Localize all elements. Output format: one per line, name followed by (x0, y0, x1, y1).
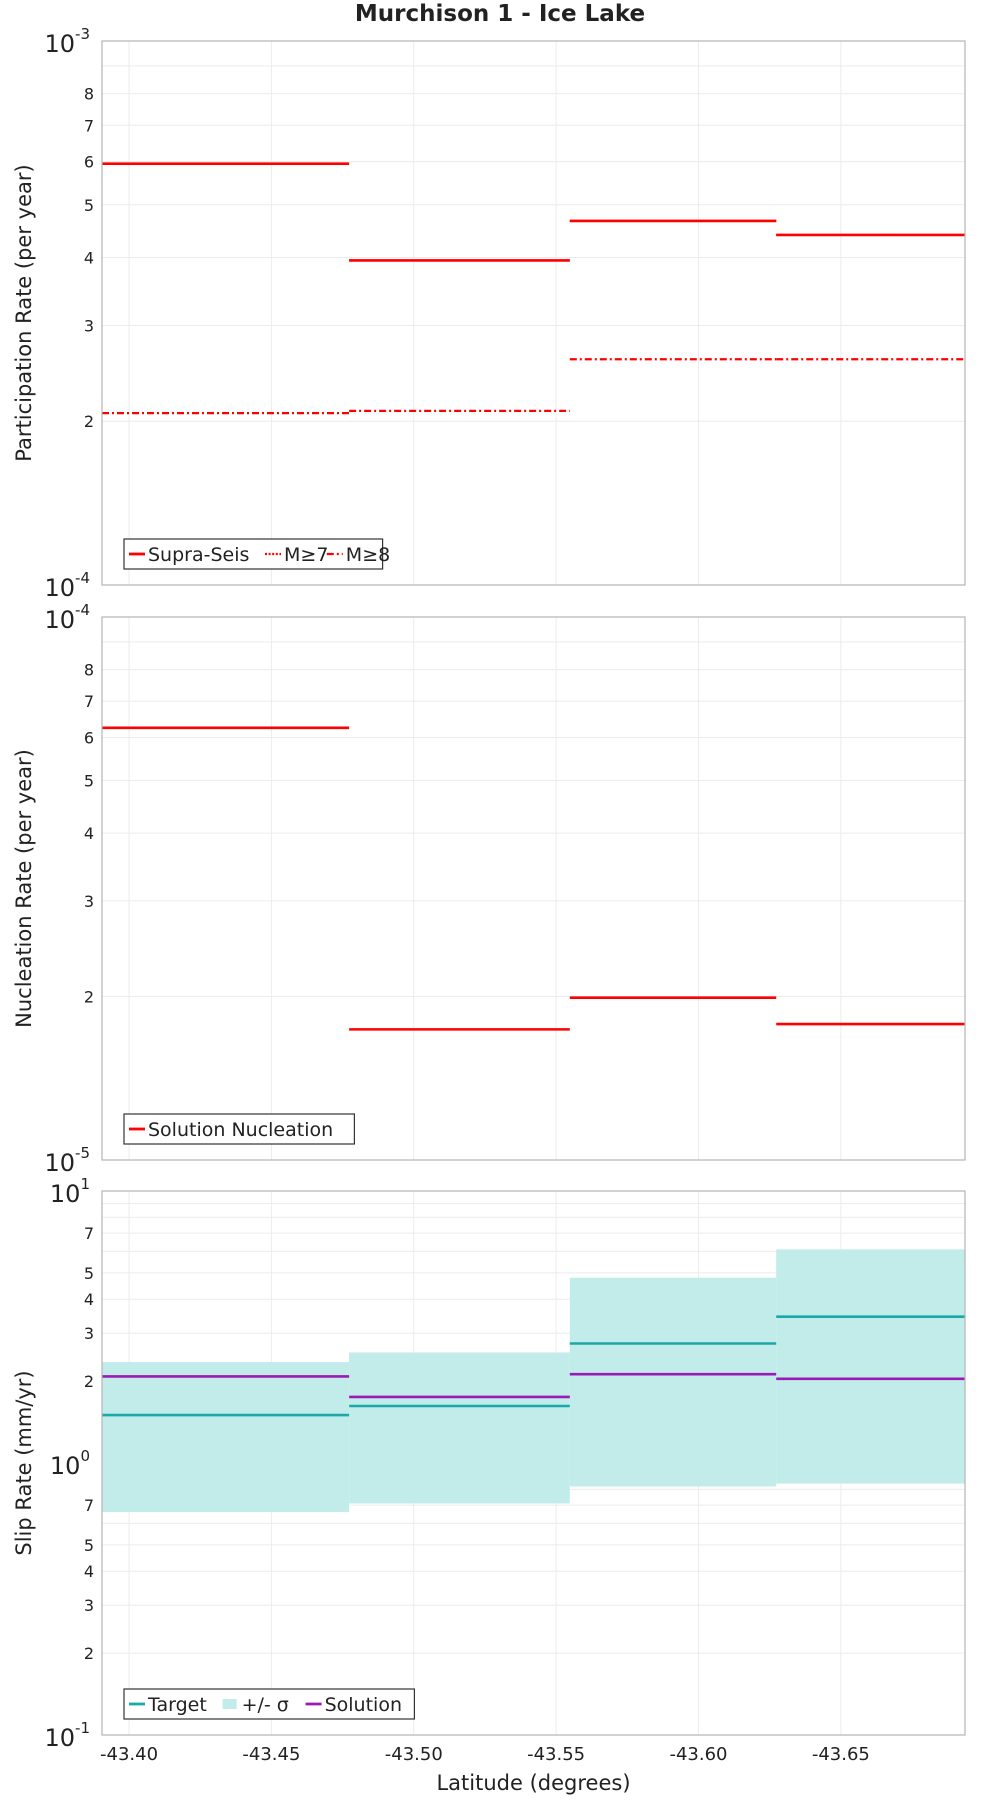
legend-box (123, 538, 384, 570)
plot-frame (101, 40, 966, 586)
plot-area (102, 41, 965, 585)
legend-label: Target (147, 1694, 207, 1716)
legend: Target +/- σ Solution (123, 1688, 415, 1720)
x-tick-label: -43.60 (669, 1744, 727, 1765)
y-tick-label: 5 (84, 196, 94, 215)
y-tick-label: 5 (84, 771, 94, 790)
plot-area (102, 617, 965, 1160)
y-tick-label: 4 (84, 248, 94, 267)
y-tick-label: 4 (84, 1290, 94, 1309)
y-tick-label: 2 (84, 988, 94, 1007)
x-axis-label: Latitude (degrees) (436, 1771, 630, 1795)
y-decade-label: 101 (50, 1175, 90, 1208)
y-decade-label: 10-4 (44, 569, 90, 602)
legend-box (123, 1688, 415, 1720)
y-tick-label: 3 (84, 892, 94, 911)
legend-label: Solution (325, 1694, 402, 1716)
y-tick-label: 8 (84, 661, 94, 680)
y-tick-label: 3 (84, 1596, 94, 1615)
plot-frame (101, 1190, 966, 1736)
y-tick-label: 4 (84, 1562, 94, 1581)
y-tick-label: 5 (84, 1536, 94, 1555)
y-tick-label: 2 (84, 412, 94, 431)
y-tick-label: 4 (84, 824, 94, 843)
y-decade-label: 10-1 (44, 1719, 90, 1752)
y-tick-label: 7 (84, 116, 94, 135)
y-decade-label: 100 (50, 1447, 90, 1480)
y-decade-label: 10-5 (44, 1144, 90, 1177)
y-decade-label: 10-4 (44, 601, 90, 634)
y-tick-label: 3 (84, 316, 94, 335)
y-tick-label: 7 (84, 1496, 94, 1515)
legend: Solution Nucleation (123, 1113, 355, 1145)
sigma-band-segment (776, 1249, 965, 1484)
x-tick-label: -43.40 (100, 1744, 158, 1765)
y-axis-label: Participation Rate (per year) (12, 164, 36, 461)
legend-label: M≥7 (284, 544, 328, 566)
y-axis-label: Nucleation Rate (per year) (12, 749, 36, 1028)
sigma-band-segment (569, 1277, 777, 1487)
x-tick-label: -43.55 (527, 1744, 585, 1765)
legend-label: M≥8 (346, 544, 390, 566)
sigma-band-segment (349, 1352, 570, 1504)
legend-label: +/- σ (242, 1694, 289, 1716)
sigma-band-segment (102, 1362, 350, 1513)
y-decade-label: 10-3 (44, 25, 90, 58)
legend: Supra-Seis M≥7 M≥8 (123, 538, 390, 570)
y-tick-label: 2 (84, 1644, 94, 1663)
y-tick-label: 3 (84, 1324, 94, 1343)
plot-frame (101, 616, 966, 1161)
y-tick-label: 8 (84, 85, 94, 104)
legend-box (123, 1113, 355, 1145)
legend-label: Solution Nucleation (148, 1119, 333, 1141)
x-tick-label: -43.65 (812, 1744, 870, 1765)
x-tick-label: -43.45 (242, 1744, 300, 1765)
y-tick-label: 5 (84, 1264, 94, 1283)
y-axis-label: Slip Rate (mm/yr) (12, 1370, 36, 1555)
y-tick-label: 6 (84, 728, 94, 747)
participation-rate-panel: 10-4 10-3 2 3 4 5 6 7 8 Participation Rate (per y… (12, 25, 966, 602)
slip-rate-panel: 10-1 100 101 2 3 4 5 7 2 3 4 5 7 Slip Rate (mm/yr) Tar… (12, 1175, 966, 1795)
x-tick-label: -43.50 (385, 1744, 443, 1765)
y-tick-label: 7 (84, 1224, 94, 1243)
nucleation-rate-panel: 10-5 10-4 2 3 4 5 6 7 8 Nucleation Rate (per year… (12, 601, 966, 1177)
legend-label: Supra-Seis (148, 544, 249, 566)
y-tick-label: 7 (84, 692, 94, 711)
legend-swatch (222, 1699, 237, 1709)
y-tick-label: 6 (84, 153, 94, 172)
chart-title: Murchison 1 - Ice Lake (355, 1, 645, 27)
y-tick-label: 2 (84, 1372, 94, 1391)
